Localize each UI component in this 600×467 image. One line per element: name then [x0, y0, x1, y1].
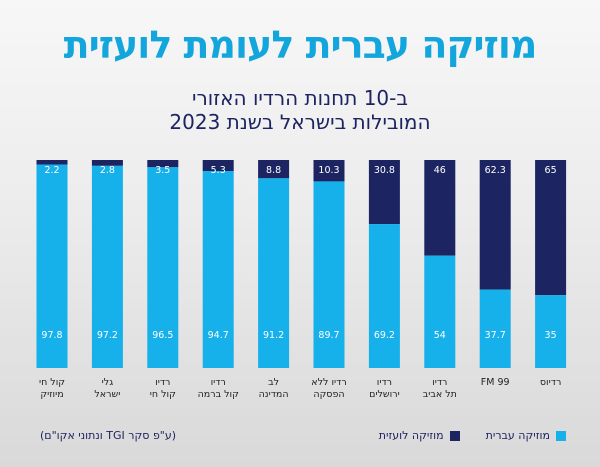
- category-label-5-1: הפסקה: [313, 389, 344, 400]
- category-label-1-0: גלי: [102, 377, 114, 388]
- category-label-6-1: ירושלים: [369, 389, 400, 400]
- category-label-1-1: ישראל: [94, 389, 120, 400]
- bar-hebrew-7: [424, 255, 456, 368]
- category-label-4-1: המדינה: [259, 389, 289, 400]
- category-label-3-1: קול ברמה: [198, 389, 240, 400]
- bar-hebrew-3: [202, 171, 234, 368]
- bar-hebrew-4: [258, 178, 290, 368]
- data-label-foreign-2: 3.5: [155, 165, 170, 176]
- bar-foreign-4: [258, 160, 290, 179]
- bar-hebrew-0: [36, 164, 68, 368]
- legend-item-foreign: מוזיקה לועזית: [379, 429, 460, 442]
- category-label-4-0: לב: [268, 377, 279, 388]
- data-label-hebrew-9: 35: [545, 330, 557, 341]
- category-label-8-0: 99 FM: [481, 377, 510, 388]
- bar-foreign-5: [313, 160, 345, 182]
- data-label-foreign-6: 30.8: [374, 165, 395, 176]
- subtitle-line-2: המובילות בישראל בשנת 2023: [169, 110, 431, 134]
- legend-item-hebrew: מוזיקה עברית: [486, 429, 566, 442]
- data-label-foreign-7: 46: [434, 165, 446, 176]
- category-label-3-0: רדיו: [211, 377, 226, 388]
- legend-swatch-foreign: [449, 430, 460, 441]
- data-label-hebrew-7: 54: [434, 330, 446, 341]
- category-label-6-0: רדיו: [377, 377, 392, 388]
- data-label-hebrew-0: 97.8: [41, 330, 62, 341]
- bar-hebrew-5: [313, 181, 345, 368]
- data-label-foreign-5: 10.3: [318, 165, 339, 176]
- data-label-foreign-4: 8.8: [266, 165, 281, 176]
- data-label-hebrew-6: 69.2: [374, 330, 395, 341]
- bar-hebrew-2: [147, 167, 179, 368]
- bar-hebrew-8: [479, 289, 511, 368]
- bar-hebrew-6: [368, 224, 400, 368]
- data-label-foreign-8: 62.3: [485, 165, 506, 176]
- chart-title: מוזיקה עברית לעומת לועזית: [63, 23, 538, 67]
- data-label-hebrew-4: 91.2: [263, 330, 284, 341]
- bar-foreign-7: [424, 160, 456, 256]
- category-label-7-1: תל אביב: [423, 389, 457, 400]
- data-label-hebrew-2: 96.5: [152, 330, 173, 341]
- subtitle-line-1: ב-10 תחנות הרדיו האזורי: [192, 86, 408, 110]
- category-label-2-0: רדיו: [155, 377, 170, 388]
- data-label-hebrew-3: 94.7: [208, 330, 229, 341]
- bar-foreign-6: [368, 160, 400, 225]
- bar-foreign-3: [202, 160, 234, 172]
- data-label-foreign-1: 2.8: [100, 165, 115, 176]
- category-label-9-0: רדיוס: [540, 377, 561, 388]
- category-label-2-1: קול חי: [150, 389, 176, 400]
- category-label-5-0: רדיו ללא: [311, 377, 346, 388]
- legend-label-foreign: מוזיקה לועזית: [378, 429, 444, 442]
- category-label-0-1: מיוזיק: [40, 389, 63, 400]
- bar-foreign-1: [91, 160, 123, 166]
- data-label-foreign-9: 65: [545, 165, 557, 176]
- data-label-hebrew-5: 89.7: [318, 330, 339, 341]
- bar-foreign-0: [36, 160, 68, 165]
- legend-label-hebrew: מוזיקה עברית: [485, 429, 550, 442]
- source-note: (ע"פ סקר TGI ונתוני אקו"ם): [40, 429, 177, 442]
- legend: מוזיקה עברית מוזיקה לועזית: [353, 429, 566, 442]
- legend-swatch-hebrew: [556, 430, 566, 441]
- data-label-foreign-3: 5.3: [211, 165, 226, 176]
- data-label-foreign-0: 2.2: [44, 165, 59, 176]
- data-label-hebrew-1: 97.2: [97, 330, 118, 341]
- category-label-7-0: רדיו: [432, 377, 447, 388]
- chart-subtitle: ב-10 תחנות הרדיו האזורי המובילות בישראל …: [0, 86, 600, 134]
- data-label-hebrew-8: 37.7: [485, 330, 506, 341]
- category-label-0-0: קול חי: [39, 377, 65, 388]
- bar-hebrew-9: [535, 295, 567, 368]
- bar-hebrew-1: [91, 165, 123, 368]
- bar-foreign-8: [479, 160, 511, 290]
- bar-foreign-2: [147, 160, 179, 168]
- bar-foreign-9: [535, 160, 567, 296]
